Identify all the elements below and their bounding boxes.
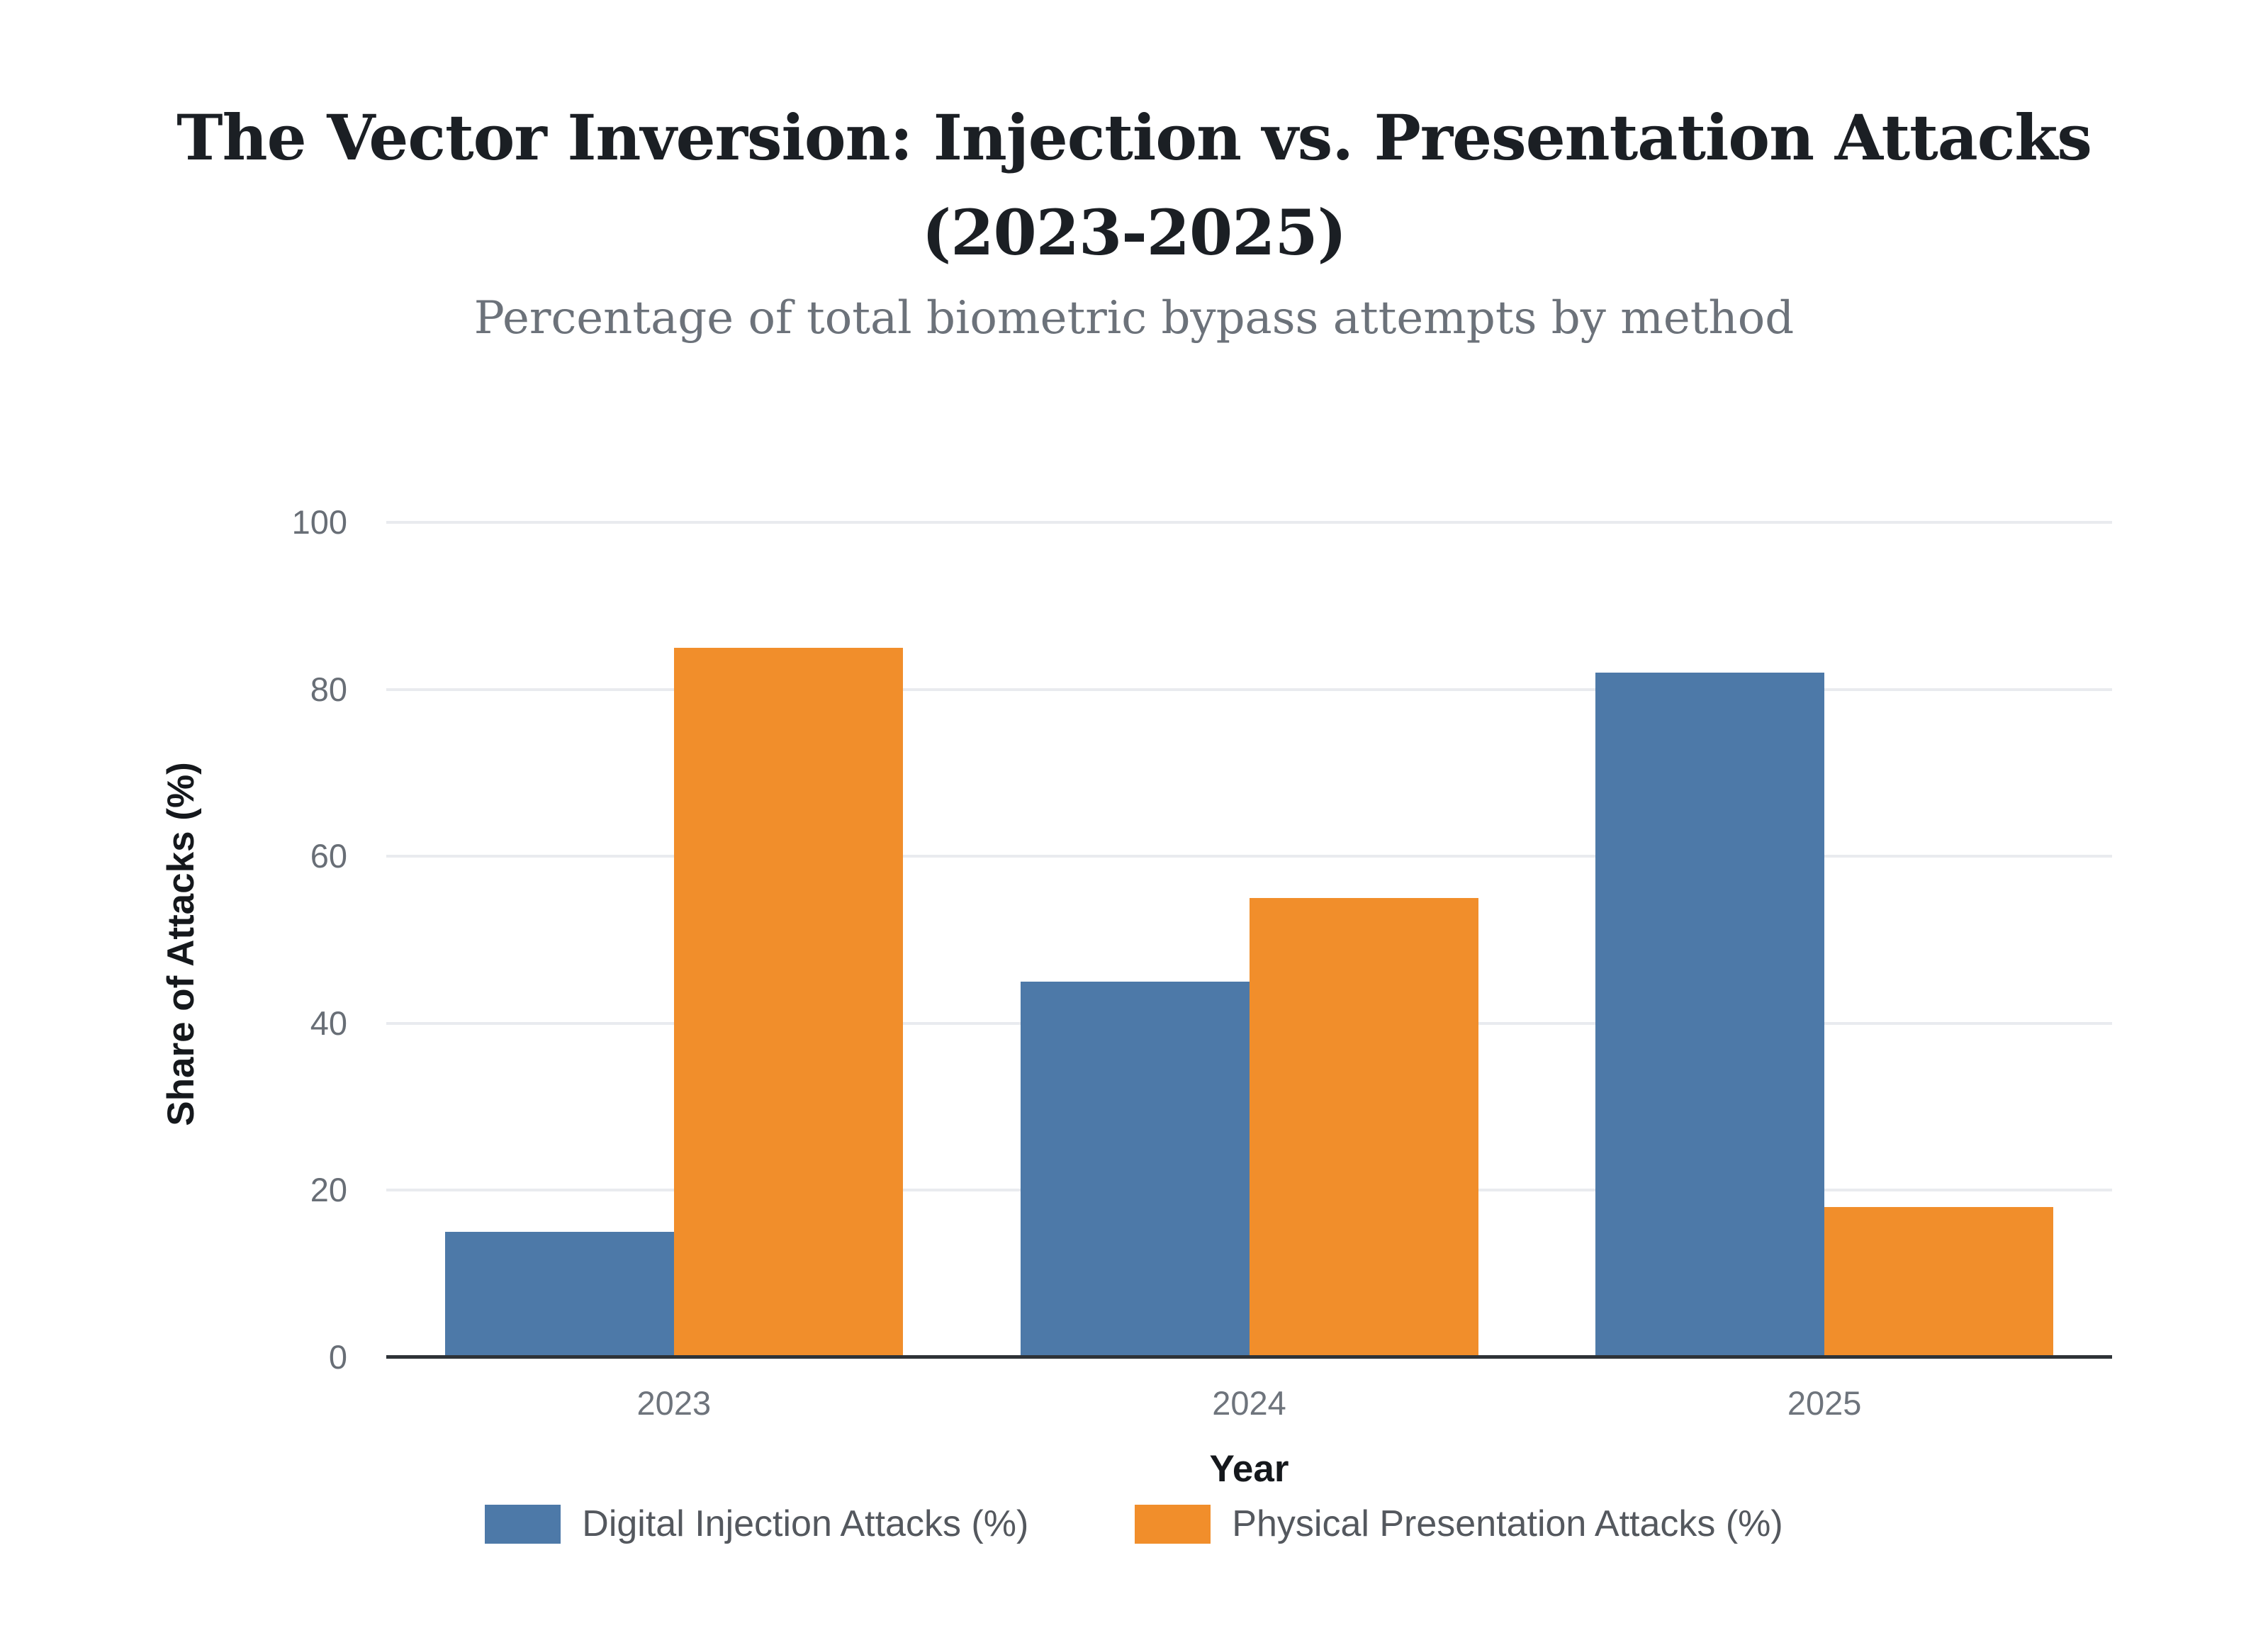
y-axis-title: Share of Attacks (%) [160,762,202,1126]
gridline-y-80 [386,688,2112,691]
x-tick-label-2024: 2024 [1212,1384,1286,1422]
x-axis-title: Year [1209,1448,1289,1490]
legend: Digital Injection Attacks (%) Physical P… [0,1503,2268,1544]
gridline-y-60 [386,855,2112,858]
chart-title: The Vector Inversion: Injection vs. Pres… [176,101,2092,269]
x-tick-label-2023: 2023 [636,1384,712,1422]
bar-2023-series-1 [673,647,903,1357]
gridline-y-100 [386,521,2112,524]
bar-2024-series-1 [1249,898,1478,1357]
legend-swatch-digital-injection [485,1505,561,1544]
chart-subtitle: Percentage of total biometric bypass att… [473,292,1795,344]
legend-item-physical-presentation: Physical Presentation Attacks (%) [1135,1503,1783,1544]
y-tick-label-0: 0 [328,1338,347,1376]
legend-swatch-physical-presentation [1135,1505,1211,1544]
y-tick-label-60: 60 [310,837,347,875]
bar-2025-series-1 [1824,1206,2054,1357]
x-tick-label-2025: 2025 [1787,1384,1862,1422]
legend-item-digital-injection: Digital Injection Attacks (%) [485,1503,1029,1544]
legend-label-physical-presentation: Physical Presentation Attacks (%) [1232,1503,1783,1544]
x-axis-line [386,1355,2112,1359]
plot-area [386,521,2112,1359]
y-tick-label-40: 40 [310,1004,347,1042]
y-tick-label-80: 80 [310,670,347,708]
y-tick-label-20: 20 [310,1171,347,1209]
legend-label-digital-injection: Digital Injection Attacks (%) [582,1503,1029,1544]
bar-2024-series-0 [1020,981,1250,1357]
bar-2025-series-0 [1595,673,1825,1357]
bar-2023-series-0 [444,1232,674,1357]
y-tick-label-100: 100 [291,503,347,541]
